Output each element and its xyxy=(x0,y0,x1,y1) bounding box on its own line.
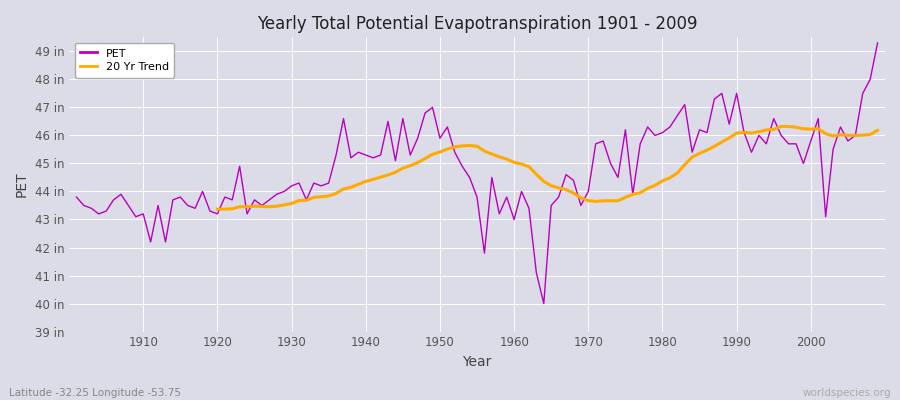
Title: Yearly Total Potential Evapotranspiration 1901 - 2009: Yearly Total Potential Evapotranspiratio… xyxy=(256,15,698,33)
Text: worldspecies.org: worldspecies.org xyxy=(803,388,891,398)
X-axis label: Year: Year xyxy=(463,355,491,369)
Text: Latitude -32.25 Longitude -53.75: Latitude -32.25 Longitude -53.75 xyxy=(9,388,181,398)
Legend: PET, 20 Yr Trend: PET, 20 Yr Trend xyxy=(75,43,175,78)
Y-axis label: PET: PET xyxy=(15,172,29,197)
